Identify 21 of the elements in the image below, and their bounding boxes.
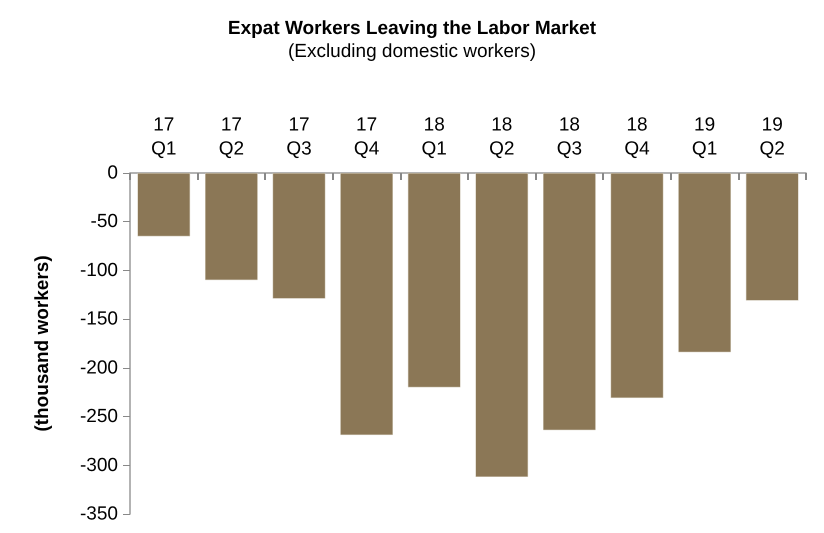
y-tick-label: -350 bbox=[80, 504, 118, 524]
chart-subtitle: (Excluding domestic workers) bbox=[288, 41, 536, 62]
x-tick-label: 19 Q2 bbox=[760, 114, 785, 160]
y-tick-label: -300 bbox=[80, 454, 118, 476]
y-tick-label: -50 bbox=[90, 211, 118, 232]
chart-title: Expat Workers Leaving the Labor Market bbox=[228, 18, 597, 39]
x-tick-label: 17 Q1 bbox=[151, 114, 176, 160]
y-tick-label: -250 bbox=[80, 406, 118, 428]
y-tick-label: 0 bbox=[107, 162, 118, 184]
x-tick-label: 17 Q2 bbox=[218, 114, 244, 160]
x-tick-label: 17 Q3 bbox=[286, 114, 312, 160]
y-tick-label: -100 bbox=[80, 260, 118, 281]
y-tick-label: -150 bbox=[80, 308, 118, 330]
y-tick-label: -200 bbox=[80, 357, 118, 378]
y-axis-title: (thousand workers) bbox=[32, 255, 53, 432]
x-tick-label: 18 Q4 bbox=[624, 114, 650, 160]
x-tick-label: 17 Q4 bbox=[354, 114, 380, 160]
x-tick-label: 18 Q2 bbox=[489, 114, 514, 160]
x-tick-label: 18 Q1 bbox=[422, 114, 447, 160]
x-tick-label: 19 Q1 bbox=[692, 114, 718, 160]
x-tick-label: 18 Q3 bbox=[556, 114, 582, 160]
